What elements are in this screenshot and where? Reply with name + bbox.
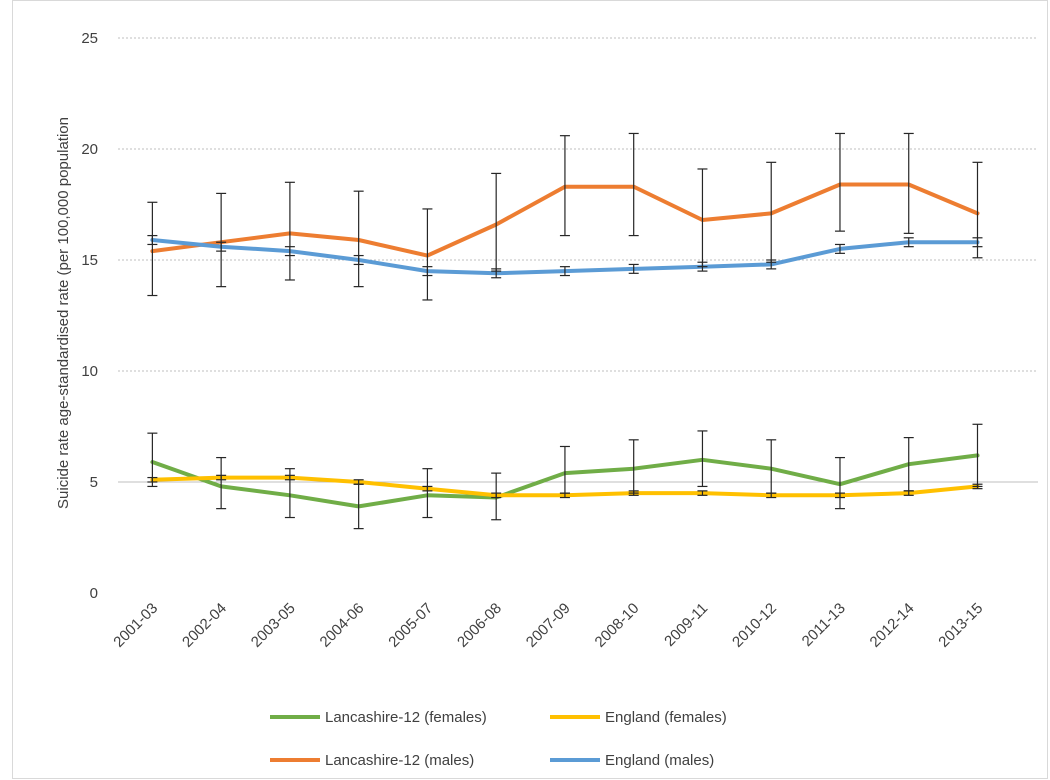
legend-label: England (males) bbox=[605, 752, 714, 769]
error-bars bbox=[147, 132, 983, 530]
x-tick-label: 2002-04 bbox=[179, 600, 230, 651]
y-axis-label: Suicide rate age-standardised rate (per … bbox=[55, 117, 72, 509]
y-tick-label: 15 bbox=[81, 252, 98, 269]
legend-label: England (females) bbox=[605, 709, 727, 726]
x-tick-label: 2006-08 bbox=[454, 600, 505, 651]
y-tick-label: 10 bbox=[81, 363, 98, 380]
x-tick-label: 2004-06 bbox=[317, 600, 368, 651]
chart-frame bbox=[12, 0, 1048, 779]
legend-label: Lancashire-12 (males) bbox=[325, 752, 474, 769]
legend-label: Lancashire-12 (females) bbox=[325, 709, 487, 726]
x-tick-label: 2013-15 bbox=[935, 600, 986, 651]
y-tick-label: 0 bbox=[90, 585, 98, 602]
x-tick-label: 2012-14 bbox=[867, 600, 918, 651]
gridlines bbox=[118, 37, 1038, 594]
y-tick-label: 25 bbox=[81, 30, 98, 47]
y-tick-label: 5 bbox=[90, 474, 98, 491]
x-tick-label: 2007-09 bbox=[523, 600, 574, 651]
x-tick-label: 2005-07 bbox=[385, 600, 436, 651]
x-tick-label: 2001-03 bbox=[110, 600, 161, 651]
x-tick-label: 2003-05 bbox=[248, 600, 299, 651]
x-axis-ticks: 2001-03 2002-04 2003-05 2004-06 2005-07 2006-… bbox=[110, 600, 986, 651]
x-tick-label: 2011-13 bbox=[799, 600, 849, 650]
y-tick-label: 20 bbox=[81, 141, 98, 158]
y-axis-ticks: 0 5 10 15 20 25 bbox=[81, 30, 98, 602]
x-tick-label: 2010-12 bbox=[729, 600, 780, 651]
legend: Lancashire-12 (females) England (females)… bbox=[270, 709, 727, 769]
x-tick-label: 2009-11 bbox=[661, 600, 711, 650]
x-tick-label: 2008-10 bbox=[592, 600, 643, 651]
